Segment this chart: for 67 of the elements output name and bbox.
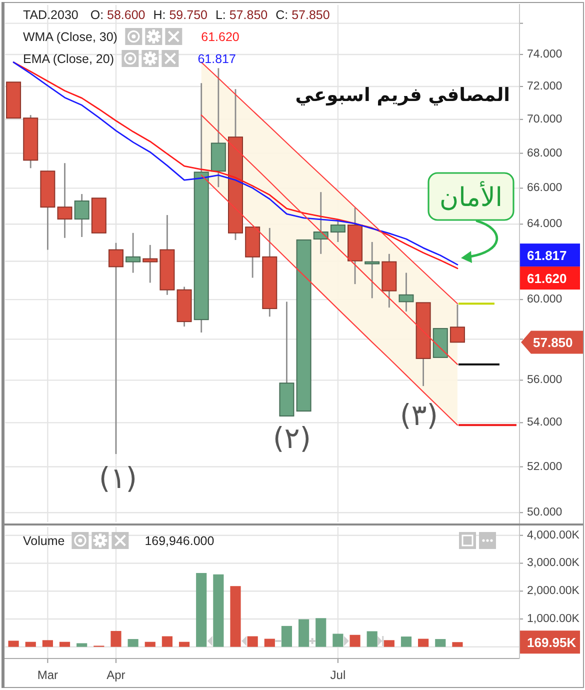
y-tick-label: 4,000.00K <box>527 529 580 542</box>
bar <box>42 640 53 647</box>
bar <box>110 630 122 647</box>
y-tick-label: 54.000 <box>527 416 562 429</box>
y-tick-label: 56.000 <box>527 374 562 386</box>
series-label: WMA (Close, 30) <box>23 30 118 44</box>
text: Volume <box>23 534 65 548</box>
annotation: 61.817 <box>198 52 236 66</box>
y-tick-label: 1,000.00K <box>527 612 580 625</box>
bar <box>59 642 70 647</box>
text: المصافي فريم اسبوعي <box>295 85 510 106</box>
bar <box>76 643 88 647</box>
y-tick-label: 3,000.00K <box>527 557 580 570</box>
chart-subtitle: TAD.2030 <box>23 8 78 22</box>
text: 61.817 <box>527 248 567 264</box>
y-tick-label: 2,000.00K <box>527 585 580 598</box>
y-tick-label: 68.000 <box>527 147 562 160</box>
candlestick <box>313 191 328 255</box>
series-label: EMA (Close, 20) <box>23 52 114 66</box>
annotation: O: 58.600 <box>90 8 146 22</box>
bar <box>435 639 446 647</box>
annotation: (٢) <box>272 421 312 455</box>
bar <box>298 619 310 647</box>
candlestick <box>57 162 72 239</box>
bar <box>452 642 463 647</box>
bar <box>400 636 412 647</box>
y-tick-label: 60.000 <box>527 294 562 306</box>
annotation: 61.620 <box>201 30 240 44</box>
bar <box>144 642 156 647</box>
annotation: الأمان <box>440 181 502 213</box>
candlestick <box>142 244 158 284</box>
bar <box>418 638 429 647</box>
y-tick-label: 52.000 <box>527 460 562 473</box>
candlestick <box>364 241 380 299</box>
text: 169.95K <box>527 635 577 650</box>
bar <box>162 636 172 647</box>
bar <box>281 626 292 647</box>
bar <box>264 638 275 647</box>
annotation: L: 57.850 <box>215 8 268 22</box>
annotation: C: 57.850 <box>276 8 330 22</box>
bar <box>178 642 190 647</box>
x-tick-label: Jul <box>330 668 346 682</box>
bar <box>213 574 224 647</box>
bar <box>8 640 19 647</box>
candlestick <box>126 232 141 274</box>
y-tick-label: 74.000 <box>527 48 562 60</box>
candlestick <box>398 272 414 312</box>
y-tick-label: 50.000 <box>527 506 562 519</box>
x-tick-label: Apr <box>106 668 126 682</box>
text: 57.850 <box>533 335 573 350</box>
bar <box>196 572 207 647</box>
bar <box>25 642 36 647</box>
x-tick-label: Mar <box>37 668 58 682</box>
y-tick-label: 66.000 <box>527 182 562 194</box>
candlestick <box>450 304 465 343</box>
bar <box>230 586 241 647</box>
y-tick-label: 64.000 <box>527 218 562 230</box>
annotation: (٣) <box>400 398 438 432</box>
annotation: H: 59.750 <box>153 8 208 22</box>
annotation: (١) <box>98 461 138 495</box>
bar <box>316 618 326 647</box>
y-tick-label: 72.000 <box>527 80 562 92</box>
bar <box>128 639 138 647</box>
candlestick <box>74 193 90 238</box>
text: 61.620 <box>527 271 567 286</box>
annotation: 169,946.000 <box>144 534 214 548</box>
y-tick-label: 70.000 <box>527 113 562 126</box>
